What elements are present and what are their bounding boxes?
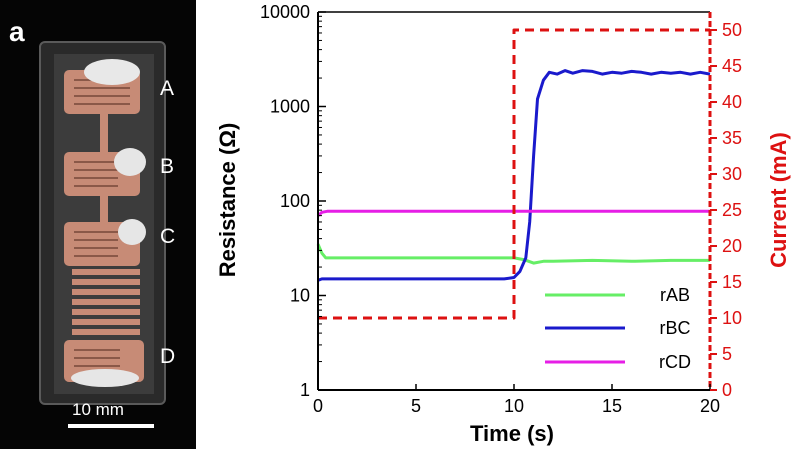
pad-b-pattern [74,161,118,187]
legend-label-rab: rAB [660,285,690,305]
y2-tick-label: 35 [722,128,742,148]
pad-d-pattern [74,349,120,367]
x-tick-label: 20 [700,396,720,416]
trace-bc [100,196,108,222]
legend-label-rbc: rBC [660,318,691,338]
contact-paste-d [71,369,139,387]
device-photo: a A B C D 10 mm [0,0,196,449]
electrode-label-c: C [160,225,176,248]
y2-tick-label: 15 [722,272,742,292]
x-tick-label: 5 [411,396,421,416]
y2-tick-label: 5 [722,344,732,364]
panel-letter: a [9,16,25,47]
electrode-label-b: B [160,155,175,178]
contact-paste-c [118,219,146,245]
electrode-label-d: D [160,345,176,368]
y-tick-label: 10000 [260,2,310,22]
serpentine-cd [72,269,140,335]
y2-tick-label: 20 [722,236,742,256]
y2-tick-label: 40 [722,92,742,112]
y2-axis-label: Current (mA) [766,132,791,268]
pad-c-pattern [74,231,118,257]
y-tick-label: 10 [290,286,310,306]
contact-paste-b [114,148,146,176]
series-line-rab [316,243,710,265]
series-line-rcd [317,209,710,217]
x-axis-label: Time (s) [470,421,554,446]
y2-tick-label: 30 [722,164,742,184]
electrode-label-a: A [160,77,175,100]
device-photo-drawing [0,0,196,449]
series-line-rbc [317,69,711,282]
x-tick-label: 0 [313,396,323,416]
y-tick-label: 1000 [270,97,310,117]
y2-tick-label: 10 [722,308,742,328]
y-axis-label: Resistance (Ω) [215,123,240,278]
x-tick-label: 15 [602,396,622,416]
y2-tick-label: 50 [722,20,742,40]
contact-paste-a [84,59,140,85]
y2-tick-label: 0 [722,380,732,400]
scale-bar [68,424,154,428]
x-tick-label: 10 [504,396,524,416]
y-tick-label: 100 [280,191,310,211]
trace-ab [100,114,108,152]
y2-tick-label: 45 [722,56,742,76]
scale-bar-label: 10 mm [72,400,124,419]
series-line-current [318,28,710,320]
y2-tick-label: 25 [722,200,742,220]
y-tick-label: 1 [300,380,310,400]
legend-label-rcd: rCD [659,352,691,372]
